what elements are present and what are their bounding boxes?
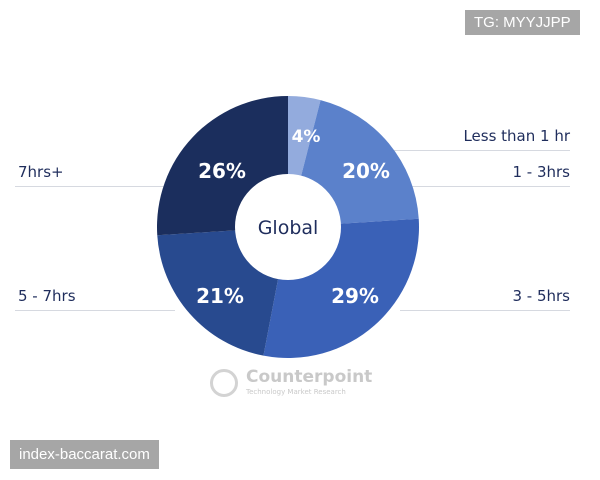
data-label-0: 4% bbox=[292, 127, 321, 147]
leader-line-7hrs-plus bbox=[15, 186, 175, 187]
logo-tagline: Technology Market Research bbox=[246, 388, 346, 396]
leader-line-5-7hrs bbox=[15, 310, 175, 311]
watermark-top-right: TG: MYYJJPP bbox=[465, 10, 580, 35]
watermark-bottom-left: index-baccarat.com bbox=[10, 440, 159, 469]
data-label-3: 21% bbox=[196, 284, 244, 308]
logo-name: Counterpoint bbox=[246, 367, 373, 387]
leader-line-3-5hrs bbox=[400, 310, 570, 311]
leader-line-1-3hrs bbox=[400, 186, 570, 187]
donut-hole bbox=[235, 174, 341, 280]
legend-label-7hrs-plus: 7hrs+ bbox=[18, 163, 64, 181]
leader-line-less-than-1hr bbox=[300, 150, 570, 151]
logo-icon bbox=[210, 369, 238, 397]
legend-label-3-5hrs: 3 - 5hrs bbox=[512, 287, 570, 305]
legend-label-5-7hrs: 5 - 7hrs bbox=[18, 287, 76, 305]
data-label-1: 20% bbox=[342, 159, 390, 183]
center-label: Global bbox=[258, 217, 319, 239]
legend-label-less-than-1hr: Less than 1 hr bbox=[463, 127, 570, 145]
data-label-4: 26% bbox=[198, 159, 246, 183]
legend-label-1-3hrs: 1 - 3hrs bbox=[512, 163, 570, 181]
data-label-2: 29% bbox=[331, 284, 379, 308]
